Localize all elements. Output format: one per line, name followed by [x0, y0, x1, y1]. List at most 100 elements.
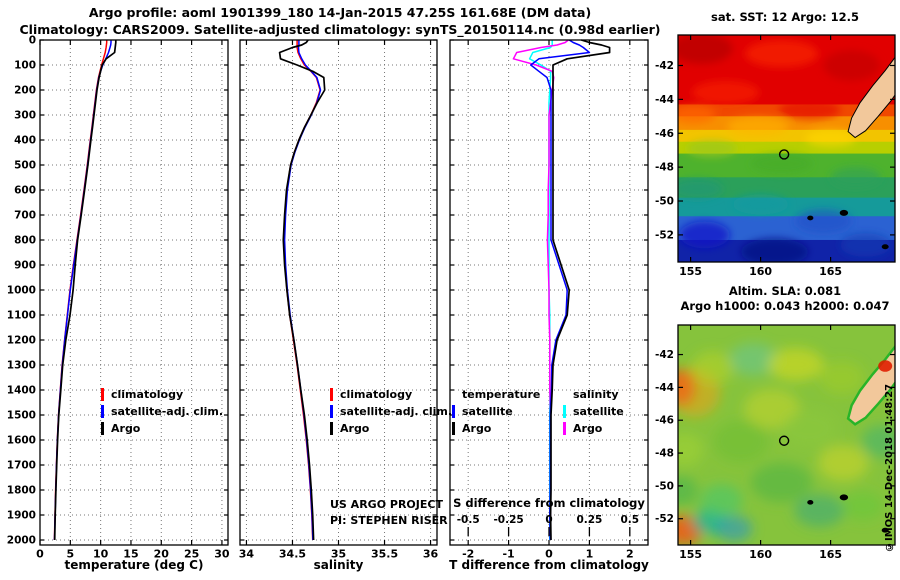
lat-tick-label: -44	[655, 94, 674, 106]
lon-tick-label: 160	[749, 265, 772, 278]
project-annotation-line2: PI: STEPHEN RISER	[330, 514, 448, 527]
sst-map-title: sat. SST: 12 Argo: 12.5	[710, 10, 860, 24]
lat-tick-label: -50	[655, 480, 674, 492]
legend-label: Argo	[462, 422, 492, 435]
lon-tick-label: 160	[749, 548, 772, 561]
temperature-axis-label: temperature (deg C)	[64, 558, 204, 572]
x-tick-label: 34.5	[279, 548, 306, 561]
depth-tick-label: 1400	[7, 385, 36, 397]
float-location-marker	[778, 435, 790, 446]
legend-label: Argo	[340, 422, 370, 435]
lon-tick-label: 165	[819, 265, 842, 278]
legend-difference-temperature-column: temperature satellite Argo	[452, 386, 540, 437]
legend-line-sample	[563, 422, 566, 435]
figure-title-line2: Climatology: CARS2009. Satellite-adjuste…	[19, 22, 661, 37]
x-tick-label: 36	[423, 548, 439, 561]
x-tick-label: 20	[154, 548, 170, 561]
island	[807, 500, 814, 505]
panel-frame	[39, 39, 229, 546]
depth-tick-label: 2000	[7, 535, 36, 547]
depth-tick-label: 1700	[7, 460, 36, 472]
depth-tick-label: 100	[14, 60, 36, 72]
legend-entry: satellite	[452, 403, 540, 420]
legend-temperature-panel: climatology satellite-adj. clim. Argo	[101, 386, 223, 437]
legend-label: satellite	[573, 405, 624, 418]
island	[881, 244, 889, 250]
series-t-diff-satellite	[530, 39, 591, 541]
legend-label: satellite	[462, 405, 513, 418]
imos-credit-text: ©IMOS 14-Dec-2018 01:48:27	[884, 383, 895, 552]
land-mark	[878, 360, 893, 372]
depth-tick-label: 200	[14, 85, 36, 97]
depth-tick-label: 500	[14, 160, 36, 172]
depth-tick-label: 600	[14, 185, 36, 197]
map-frame	[677, 324, 896, 546]
legend-entry: satellite-adj. clim.	[330, 403, 452, 420]
series-satellite-adj-clim-	[53, 40, 112, 541]
series-argo	[278, 39, 326, 541]
depth-tick-label: 300	[14, 110, 36, 122]
depth-tick-label: 0	[29, 35, 36, 47]
project-annotation: US ARGO PROJECT PI: STEPHEN RISER	[330, 497, 448, 529]
figure-title-line1: Argo profile: aoml 1901399_180 14-Jan-20…	[88, 5, 592, 20]
legend-label: satellite-adj. clim.	[340, 405, 453, 418]
depth-tick-label: 700	[14, 210, 36, 222]
lon-tick-label: 155	[679, 265, 702, 278]
island	[881, 527, 889, 533]
lat-tick-label: -48	[655, 162, 674, 174]
difference-panel: -2 -1 0 1 2 -0.5 -0.25 0 0.25 0.5	[449, 39, 649, 561]
series-climatology	[283, 40, 321, 541]
legend-salinity-panel: climatology satellite-adj. clim. Argo	[330, 386, 452, 437]
legend-column-header: temperature	[462, 388, 541, 401]
x-tick-label: 0	[545, 548, 553, 561]
depth-tick-label: 1500	[7, 410, 36, 422]
legend-entry: Argo	[330, 420, 452, 437]
sla-map	[678, 325, 895, 545]
lat-tick-label: -46	[655, 415, 674, 427]
legend-label: Argo	[111, 422, 141, 435]
x-tick-label: 35.5	[371, 548, 398, 561]
depth-tick-label: 400	[14, 135, 36, 147]
legend-label: climatology	[340, 388, 413, 401]
s-axis-tick-label: 0.5	[621, 514, 640, 526]
depth-tick-label: 900	[14, 260, 36, 272]
s-axis-tick-label: 0.25	[576, 514, 602, 526]
x-tick-label: 5	[66, 548, 74, 561]
legend-label: Argo	[573, 422, 603, 435]
series-argo	[53, 40, 117, 541]
x-tick-label: 1	[586, 548, 594, 561]
lat-tick-label: -42	[655, 349, 674, 361]
legend-line-sample	[330, 388, 333, 401]
sla-map-title-line1: Altim. SLA: 0.081	[728, 284, 842, 298]
legend-line-sample	[101, 422, 104, 435]
salinity-panel: 34 34.5 35 35.5 36	[239, 39, 439, 561]
lat-tick-label: -46	[655, 128, 674, 140]
legend-entry: climatology	[330, 386, 452, 403]
legend-line-sample	[101, 405, 104, 418]
legend-entry: satellite	[563, 403, 624, 420]
lat-tick-label: -48	[655, 448, 674, 460]
legend-difference-salinity-column: salinity satellite Argo	[563, 386, 624, 437]
sla-map-title-line2: Argo h1000: 0.043 h2000: 0.047	[680, 299, 890, 313]
legend-entry: satellite-adj. clim.	[101, 403, 223, 420]
depth-tick-label: 1900	[7, 510, 36, 522]
temperature-panel: 0 5 10 15 20 25 300100200300400500600700800900…	[7, 35, 230, 561]
series-s-diff-argo	[512, 39, 569, 540]
legend-label: satellite-adj. clim.	[111, 405, 224, 418]
depth-tick-label: 1800	[7, 485, 36, 497]
x-tick-label: 35	[331, 548, 346, 561]
s-axis-tick-label: -0.25	[493, 514, 523, 526]
depth-tick-label: 1300	[7, 360, 36, 372]
legend-entry: Argo	[101, 420, 223, 437]
lat-tick-label: -50	[655, 196, 674, 208]
sst-map	[678, 35, 895, 262]
x-tick-label: 10	[93, 548, 109, 561]
s-difference-axis-label: S difference from climatology	[453, 496, 645, 510]
depth-tick-label: 800	[14, 235, 36, 247]
island	[839, 494, 849, 501]
float-location-marker	[778, 149, 790, 160]
lon-tick-label: 165	[819, 548, 842, 561]
legend-line-sample	[330, 405, 333, 418]
lon-tick-label: 155	[679, 548, 702, 561]
